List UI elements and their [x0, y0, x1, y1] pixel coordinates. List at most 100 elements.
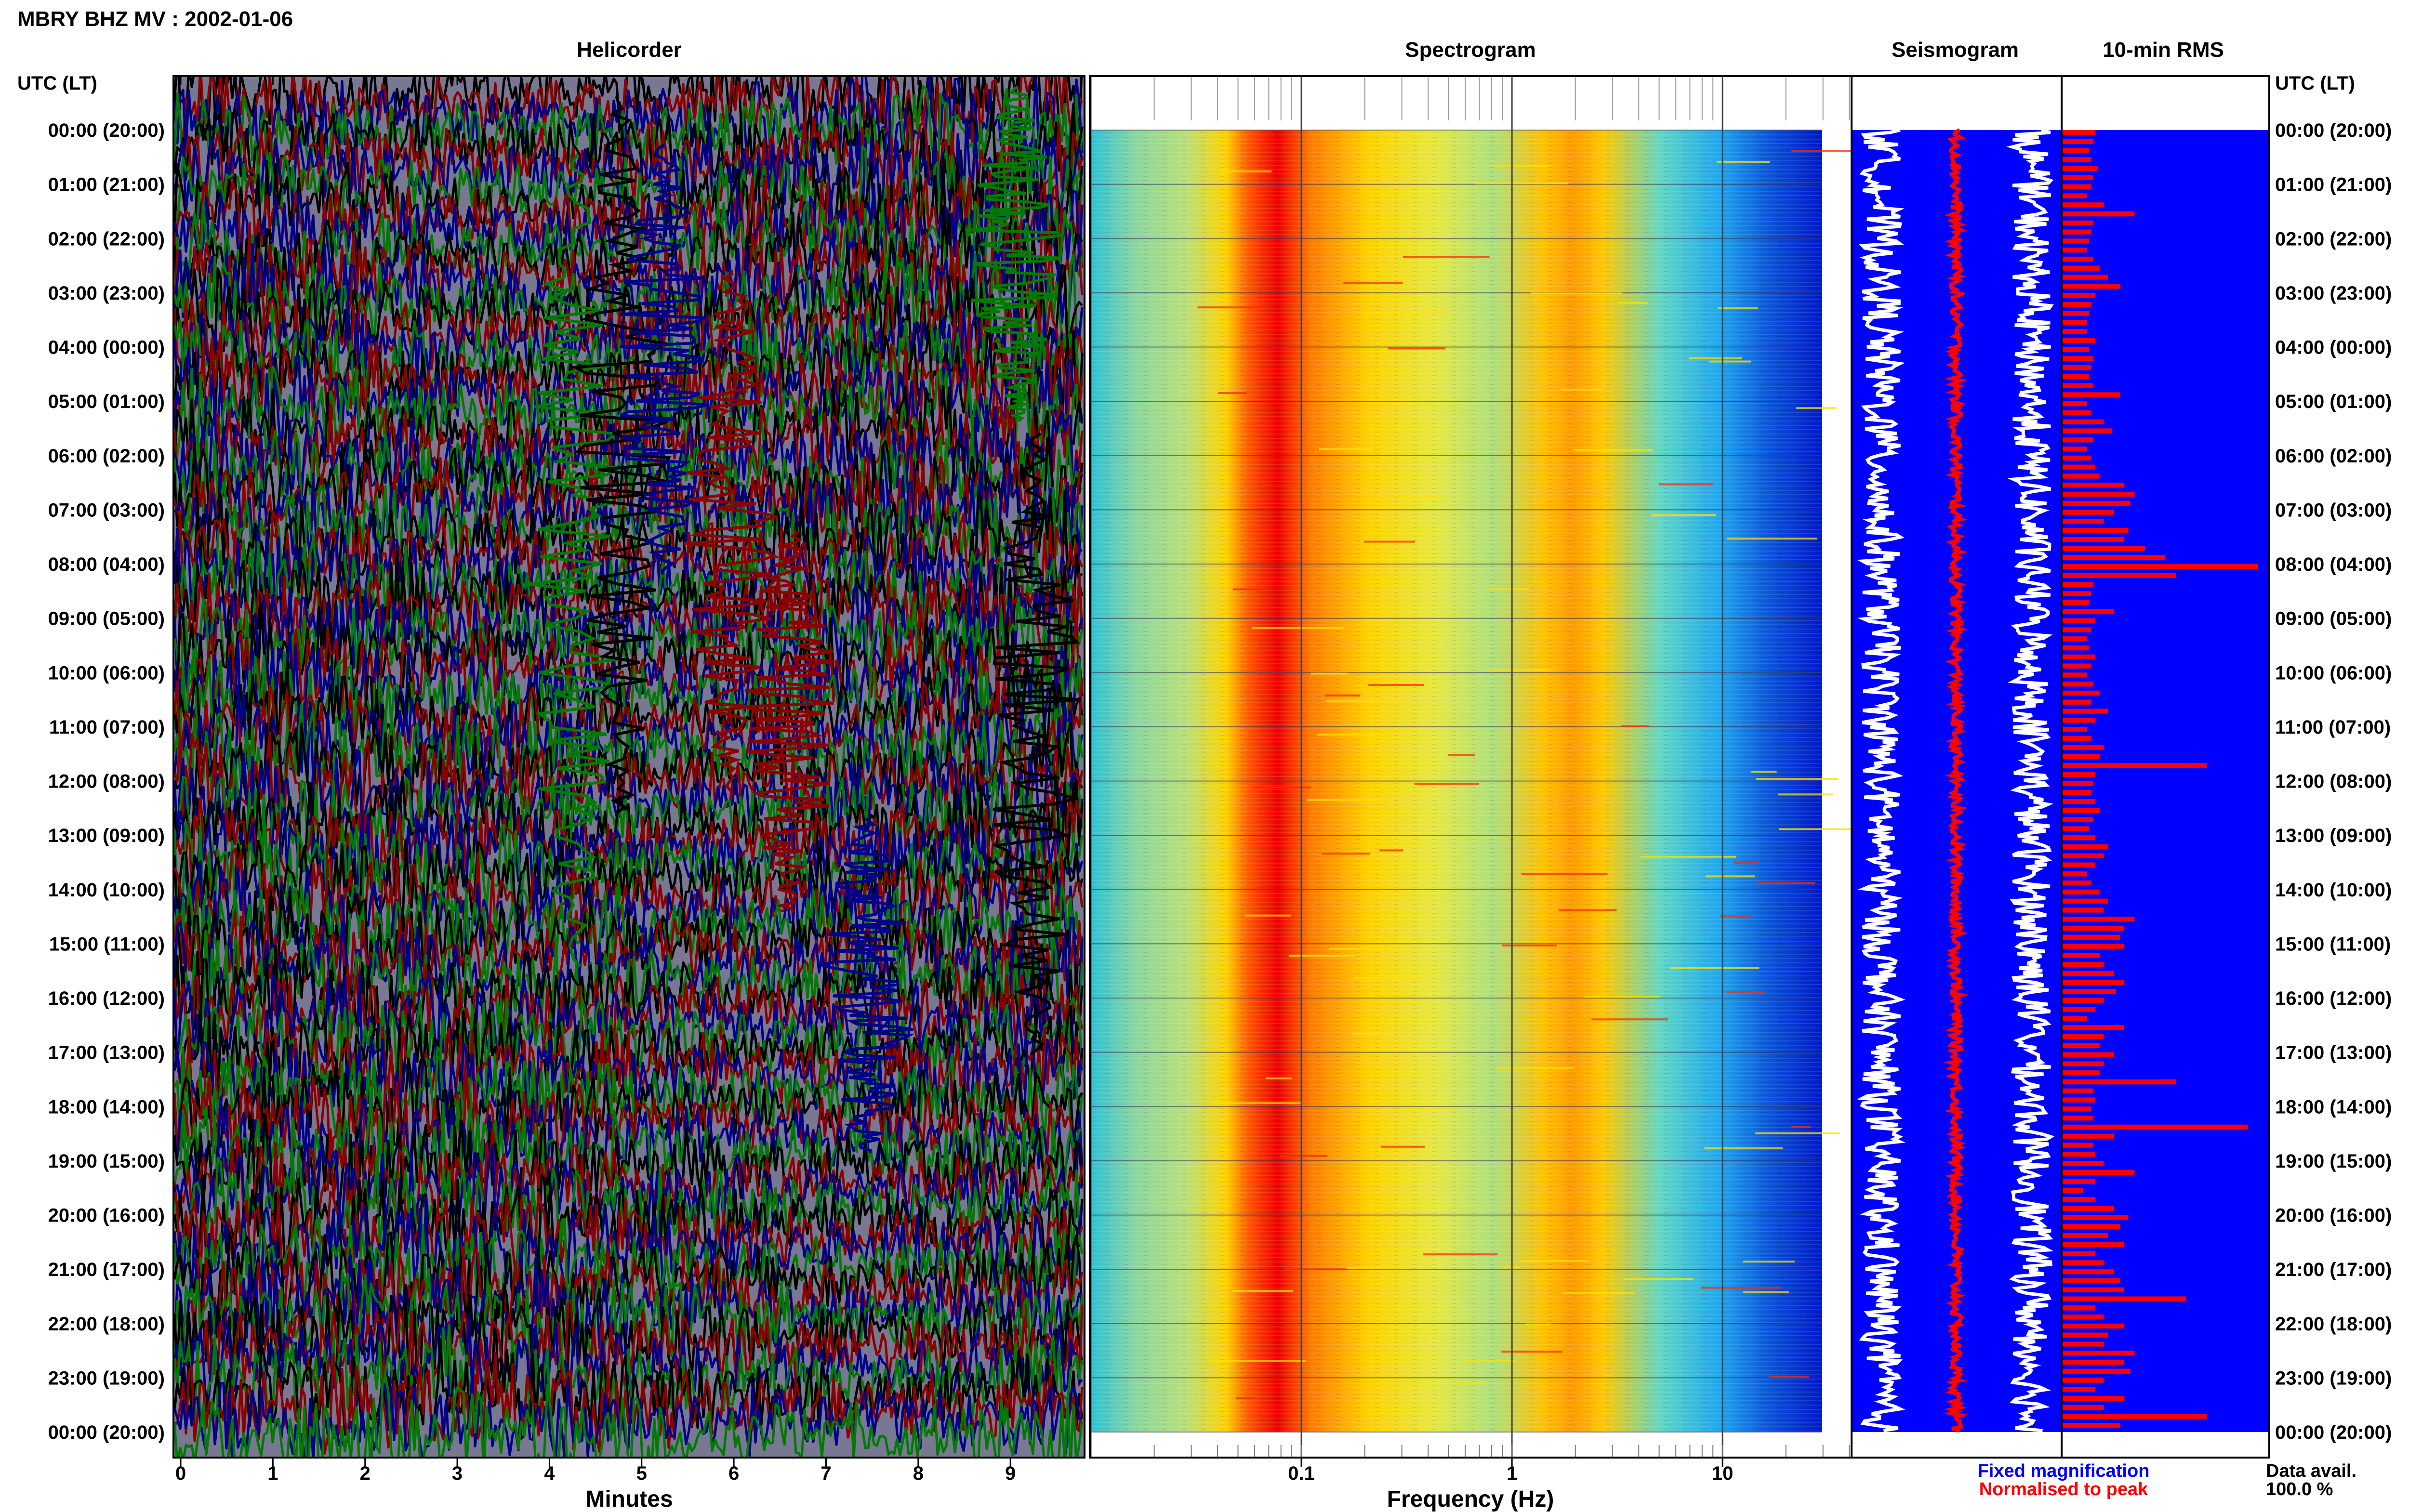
- helicorder-trace: [173, 916, 1084, 1020]
- spectrogram-tick-label: 1: [1507, 1463, 1517, 1484]
- helicorder-xlabel: Minutes: [585, 1486, 673, 1512]
- row-labels-right: 00:00 (20:00) 01:00 (21:00) 02:00 (22:00) 0…: [2275, 120, 2392, 1443]
- spectrogram-streak: [1317, 734, 1387, 736]
- rms-bar: [2063, 1351, 2135, 1356]
- rms-bar: [2063, 455, 2091, 461]
- row-label-left: 04:00 (00:00): [48, 337, 165, 358]
- helicorder-trace: [173, 775, 1084, 873]
- spectrogram-streak: [1704, 1147, 1783, 1149]
- spectrogram-streak: [1658, 483, 1713, 486]
- rms-bar: [2063, 1414, 2207, 1419]
- helicorder-traces: [173, 76, 1085, 1458]
- rms-bar: [2063, 898, 2108, 904]
- spectrogram-streak: [1319, 448, 1374, 450]
- spectrogram-streak: [1562, 1292, 1634, 1294]
- rms-bar: [2063, 500, 2131, 506]
- rms-bar: [2063, 1341, 2104, 1347]
- helicorder-event: [991, 432, 1081, 1056]
- spectrogram-panel: 0.1 1 10 Frequency (Hz): [1089, 75, 1875, 1512]
- spectrogram-streak: [1311, 672, 1348, 675]
- rms-bar: [2063, 609, 2114, 615]
- spectrogram-streak: [1236, 1397, 1256, 1399]
- rms-bar: [2063, 1395, 2125, 1401]
- helicorder-trace: [173, 170, 1084, 270]
- row-label-left: 08:00 (04:00): [48, 554, 165, 575]
- spectrogram-streak: [1289, 955, 1355, 957]
- row-label-right: 04:00 (00:00): [2275, 337, 2392, 358]
- spectrogram-streak: [1232, 588, 1261, 591]
- rms-bar: [2063, 600, 2090, 605]
- spectrogram-streak: [1354, 977, 1418, 979]
- row-label-right: 21:00 (17:00): [2275, 1259, 2392, 1280]
- spectrogram-streak: [1414, 783, 1480, 785]
- spectrogram-streak: [1351, 1033, 1395, 1035]
- helicorder-trace: [173, 1095, 1084, 1195]
- rms-bar: [2063, 437, 2094, 443]
- spectrogram-streak: [1252, 627, 1345, 629]
- spectrogram-streak: [1743, 1261, 1795, 1263]
- spectrogram-streak: [1501, 1351, 1562, 1353]
- helicorder-event: [620, 143, 710, 575]
- rms-bar: [2063, 1188, 2083, 1193]
- rms-bar: [2063, 139, 2094, 145]
- rms-bar: [2063, 889, 2100, 895]
- helicorder-trace: [173, 263, 1083, 372]
- rms-bar: [2063, 1405, 2104, 1410]
- row-label-right: 18:00 (14:00): [2275, 1096, 2392, 1118]
- spectrogram-streak: [1487, 669, 1553, 671]
- helicorder-tick-label: 4: [544, 1463, 555, 1484]
- spectrogram-streak: [1465, 1360, 1515, 1362]
- helicorder-tick-label: 1: [267, 1463, 278, 1484]
- spectrogram-streak: [1209, 1359, 1306, 1362]
- rms-bar: [2063, 690, 2100, 696]
- rms-bar: [2063, 175, 2094, 181]
- rms-bar: [2063, 238, 2090, 244]
- helicorder-trace: [173, 510, 1084, 608]
- spectrogram-xlabel: Frequency (Hz): [1387, 1486, 1554, 1512]
- rms-bar: [2063, 754, 2100, 759]
- rms-bar: [2063, 229, 2091, 235]
- row-label-left: 16:00 (12:00): [48, 988, 165, 1009]
- rms-bar: [2063, 1233, 2108, 1238]
- spectrogram-streak: [1380, 1145, 1425, 1148]
- rms-bar: [2063, 148, 2090, 153]
- spectrogram-streak: [1720, 915, 1751, 918]
- row-label-left: 14:00 (10:00): [48, 880, 165, 901]
- spectrogram-streak: [1324, 694, 1361, 697]
- rms-bar: [2063, 934, 2120, 940]
- rms-bar: [2063, 1179, 2096, 1184]
- rms-bar: [2063, 835, 2096, 841]
- utc-label-left: UTC (LT): [17, 73, 97, 94]
- helicorder-trace: [173, 890, 1084, 995]
- rms-bar: [2063, 220, 2094, 226]
- rms-bar: [2063, 799, 2096, 804]
- spectrogram-streak: [1211, 1102, 1301, 1104]
- spectrogram-streak: [1652, 514, 1716, 516]
- row-label-right: 05:00 (01:00): [2275, 391, 2392, 412]
- rms-bar: [2063, 1287, 2125, 1292]
- rms-bar: [2063, 202, 2104, 208]
- spectrogram-streak: [1560, 388, 1603, 391]
- rms-bar: [2063, 1278, 2120, 1284]
- rms-bar: [2063, 347, 2090, 352]
- rms-bar: [2063, 1196, 2096, 1202]
- rms-bar: [2063, 591, 2091, 596]
- rms-bar: [2063, 284, 2120, 289]
- spectrogram-streak: [1519, 1260, 1589, 1262]
- spectrogram-streak: [1218, 392, 1247, 394]
- spectrogram-streak: [1329, 947, 1400, 950]
- row-label-left: 17:00 (13:00): [48, 1042, 165, 1064]
- rms-bar: [2063, 374, 2090, 380]
- rms-bar: [2063, 953, 2100, 958]
- rms-frame: [2061, 75, 2270, 1459]
- rms-bar: [2063, 564, 2258, 569]
- rms-bar: [2063, 1215, 2129, 1220]
- rms-bar: [2063, 248, 2088, 253]
- helicorder-tick-label: 5: [636, 1463, 647, 1484]
- spectrogram-streak: [1743, 1291, 1789, 1293]
- rms-bar: [2063, 1332, 2108, 1338]
- row-label-right: 03:00 (23:00): [2275, 283, 2392, 304]
- row-label-right: 23:00 (19:00): [2275, 1367, 2392, 1389]
- row-label-left: 15:00 (11:00): [49, 933, 165, 955]
